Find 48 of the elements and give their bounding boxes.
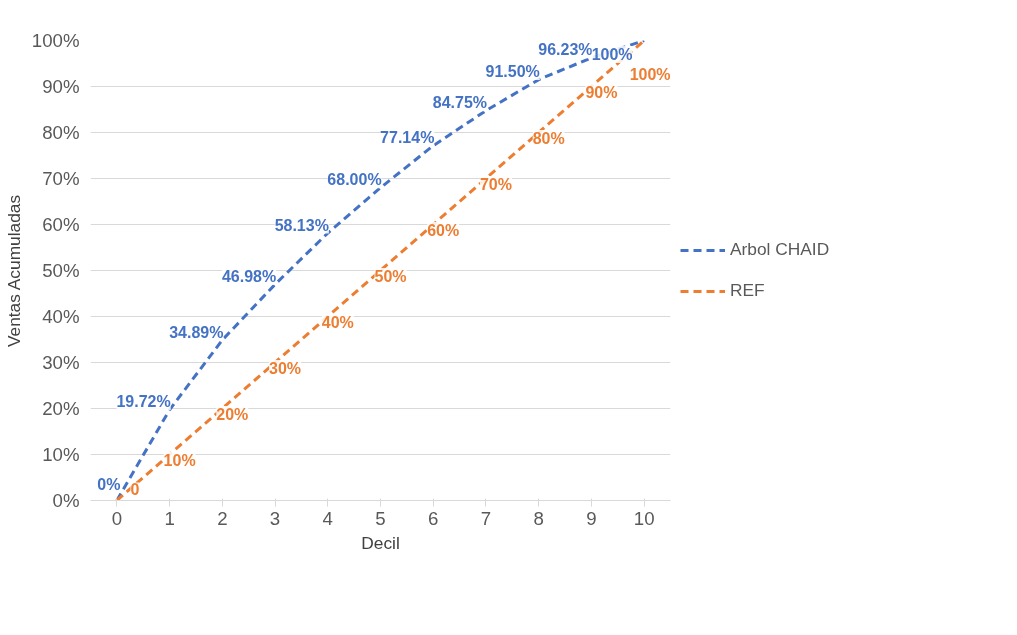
x-tick-label: 3	[269, 507, 281, 529]
y-tick-label: 50%	[42, 260, 80, 281]
data-label: 100%	[591, 46, 633, 63]
data-label: 30%	[269, 360, 302, 377]
x-tick-label: 0	[111, 507, 123, 529]
data-label: 70%	[479, 176, 512, 193]
data-label: 90%	[585, 84, 618, 101]
y-tick-label: 30%	[42, 352, 80, 373]
y-tick-label: 0%	[52, 490, 80, 511]
x-tick-label: 4	[322, 507, 333, 529]
data-label: 58.13%	[274, 216, 329, 234]
legend-label: REF	[730, 280, 765, 301]
y-tick-label: 60%	[42, 214, 80, 235]
data-label: 20%	[216, 406, 249, 423]
data-label: 91.50%	[485, 63, 540, 81]
data-label: 19.72%	[116, 393, 171, 411]
data-label: 40%	[321, 314, 354, 331]
data-label: 84.75%	[432, 94, 488, 112]
x-tick-label: 7	[480, 507, 492, 529]
y-tick-label: 80%	[42, 122, 80, 143]
y-tick-label: 70%	[42, 168, 80, 189]
data-label: 10%	[163, 452, 196, 469]
x-tick-label: 10	[633, 507, 655, 529]
y-tick-label: 20%	[42, 398, 80, 419]
data-label: 50%	[374, 268, 407, 285]
data-label: 96.23%	[538, 41, 593, 59]
x-tick-label: 9	[586, 507, 597, 529]
data-label: 77.14%	[380, 129, 435, 147]
data-label: 60%	[427, 222, 460, 239]
data-label: 0%	[97, 476, 121, 493]
data-label: 0	[130, 480, 140, 498]
data-label: 80%	[532, 130, 565, 147]
y-tick-label: 90%	[42, 76, 80, 97]
data-label: 46.98%	[221, 267, 277, 285]
data-label: 34.89%	[169, 323, 224, 341]
x-tick-label: 8	[533, 507, 544, 529]
x-tick-label: 5	[375, 507, 386, 529]
y-tick-label: 10%	[42, 444, 80, 465]
y-axis-title: Ventas Acumuladas	[3, 194, 24, 348]
data-label: 68.00%	[327, 171, 382, 189]
x-tick-label: 6	[428, 507, 439, 529]
y-tick-label: 40%	[42, 306, 80, 327]
x-tick-label: 2	[217, 507, 228, 529]
x-axis-title: Decil	[361, 532, 400, 553]
legend-label: Arbol CHAID	[730, 239, 830, 260]
y-tick-label: 100%	[31, 30, 80, 51]
x-tick-label: 1	[164, 507, 175, 529]
data-label: 100%	[629, 66, 671, 83]
